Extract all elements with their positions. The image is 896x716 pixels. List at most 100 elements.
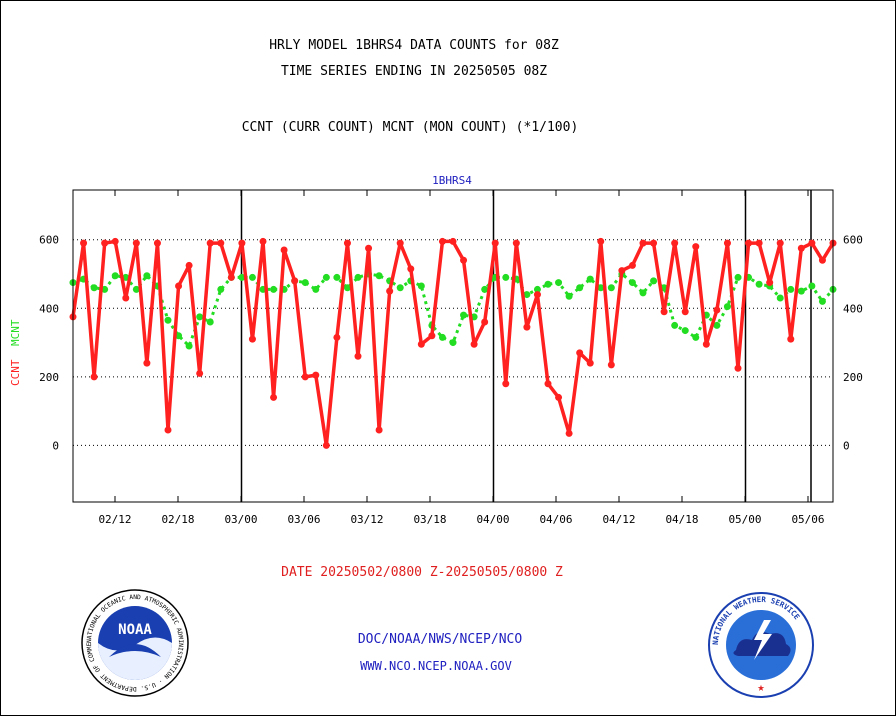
org-line: DOC/NOAA/NWS/NCEP/NCO: [357, 632, 523, 647]
y-tick-label-left: 0: [52, 439, 59, 452]
data-point-mcnt: [449, 339, 457, 347]
data-point-ccnt: [555, 393, 563, 401]
data-point-mcnt: [502, 273, 510, 281]
svg-text:★: ★: [757, 680, 764, 694]
x-tick-label: 02/12: [98, 513, 131, 526]
data-point-ccnt: [576, 349, 584, 357]
data-point-ccnt: [375, 426, 383, 434]
nco-website-link[interactable]: WWW.NCO.NCEP.NOAA.GOV: [360, 659, 512, 673]
data-point-ccnt: [671, 239, 679, 247]
data-point-mcnt: [322, 273, 330, 281]
data-point-mcnt: [787, 285, 795, 293]
x-tick-label: 03/00: [224, 513, 257, 526]
data-point-mcnt: [460, 311, 468, 319]
data-point-ccnt: [808, 239, 816, 247]
data-point-mcnt: [681, 327, 689, 335]
data-point-ccnt: [90, 373, 98, 381]
data-point-ccnt: [618, 267, 626, 275]
data-point-ccnt: [343, 239, 351, 247]
data-point-mcnt: [671, 321, 679, 329]
data-point-ccnt: [386, 287, 394, 295]
data-point-ccnt: [365, 244, 373, 252]
y-tick-label-right: 0: [843, 439, 850, 452]
noaa-logo-text: NOAA: [118, 622, 152, 638]
data-point-ccnt: [175, 282, 183, 290]
noaa-logo: NOAA NATIONAL OCEANIC AND ATMOSPHERIC AD…: [79, 587, 189, 697]
data-point-ccnt: [565, 429, 573, 437]
data-point-ccnt: [460, 256, 468, 264]
data-point-ccnt: [164, 426, 172, 434]
data-point-ccnt: [692, 243, 700, 251]
data-point-mcnt: [270, 285, 278, 293]
x-tick-label: 04/12: [602, 513, 635, 526]
data-point-mcnt: [713, 321, 721, 329]
nws-logo: ★ NATIONAL WEATHER SERVICE: [708, 592, 814, 698]
data-point-ccnt: [185, 261, 193, 269]
data-point-ccnt: [502, 380, 510, 388]
data-point-ccnt: [639, 239, 647, 247]
data-point-mcnt: [586, 275, 594, 283]
data-point-ccnt: [523, 323, 531, 331]
data-point-mcnt: [354, 273, 362, 281]
data-point-mcnt: [396, 284, 404, 292]
data-point-ccnt: [702, 340, 710, 348]
data-point-ccnt: [533, 291, 541, 299]
x-tick-label: 03/06: [287, 513, 320, 526]
data-point-ccnt: [734, 364, 742, 372]
data-point-ccnt: [101, 239, 109, 247]
data-point-mcnt: [111, 272, 119, 280]
data-point-mcnt: [576, 284, 584, 292]
chart-title-line-1: HRLY MODEL 1BHRS4 DATA COUNTS for 08Z: [269, 38, 559, 53]
data-point-ccnt: [681, 308, 689, 316]
data-point-mcnt: [650, 277, 658, 285]
data-point-mcnt: [375, 272, 383, 280]
data-point-ccnt: [586, 359, 594, 367]
data-point-mcnt: [164, 316, 172, 324]
data-point-ccnt: [312, 371, 320, 379]
data-point-ccnt: [396, 239, 404, 247]
data-point-mcnt: [143, 272, 151, 280]
data-point-mcnt: [597, 284, 605, 292]
x-tick-label: 04/00: [476, 513, 509, 526]
data-point-ccnt: [428, 332, 436, 340]
data-point-mcnt: [607, 284, 615, 292]
data-point-ccnt: [776, 239, 784, 247]
data-point-ccnt: [80, 239, 88, 247]
data-point-mcnt: [533, 285, 541, 293]
data-point-ccnt: [723, 239, 731, 247]
data-point-mcnt: [692, 333, 700, 341]
data-point-ccnt: [766, 279, 774, 287]
x-tick-label: 03/12: [350, 513, 383, 526]
data-point-mcnt: [90, 284, 98, 292]
x-tick-label: 05/06: [791, 513, 824, 526]
data-point-mcnt: [628, 279, 636, 287]
chart-title-line-2: TIME SERIES ENDING IN 20250505 08Z: [280, 64, 548, 79]
data-point-ccnt: [544, 380, 552, 388]
data-point-mcnt: [343, 284, 351, 292]
data-point-mcnt: [312, 285, 320, 293]
data-point-mcnt: [818, 297, 826, 305]
data-point-mcnt: [755, 280, 763, 288]
x-tick-label: 04/18: [665, 513, 698, 526]
data-point-mcnt: [523, 291, 531, 299]
data-point-ccnt: [196, 369, 204, 377]
data-point-mcnt: [206, 318, 214, 326]
data-point-mcnt: [555, 279, 563, 287]
data-point-mcnt: [301, 279, 309, 287]
plot-area-frame: [72, 189, 834, 503]
y-tick-label-left: 400: [39, 302, 59, 315]
data-point-mcnt: [723, 303, 731, 311]
date-range-label: DATE 20250502/0800 Z-20250505/0800 Z: [281, 565, 563, 580]
data-point-ccnt: [217, 239, 225, 247]
x-tick-label: 03/18: [413, 513, 446, 526]
data-point-mcnt: [565, 292, 573, 300]
data-point-ccnt: [153, 239, 161, 247]
y-tick-label-right: 400: [843, 302, 863, 315]
x-tick-label: 04/06: [539, 513, 572, 526]
y-tick-label-left: 600: [39, 234, 59, 247]
data-point-mcnt: [481, 285, 489, 293]
data-point-ccnt: [248, 335, 256, 343]
data-point-ccnt: [301, 373, 309, 381]
data-point-ccnt: [417, 340, 425, 348]
data-point-mcnt: [417, 282, 425, 290]
